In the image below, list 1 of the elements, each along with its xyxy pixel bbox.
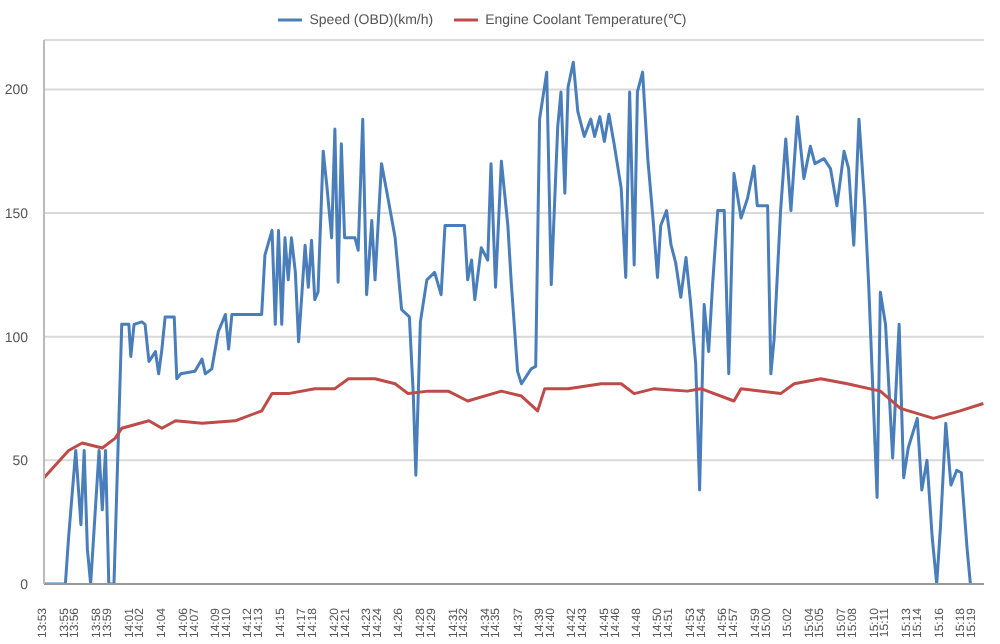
line-series: [44, 377, 984, 480]
